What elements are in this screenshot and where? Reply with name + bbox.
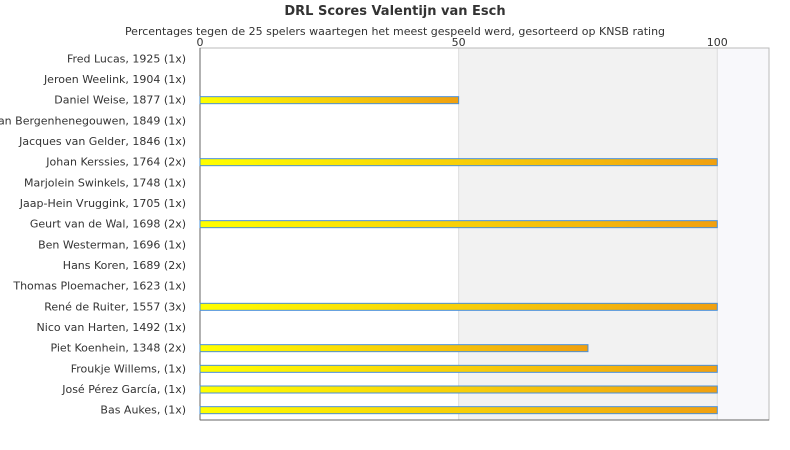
- category-label: Daniel Weise, 1877 (1x): [54, 94, 186, 107]
- category-label: Froukje Willems, (1x): [71, 362, 186, 375]
- x-tick-label: 0: [197, 36, 204, 49]
- chart-title: DRL Scores Valentijn van Esch: [284, 4, 506, 19]
- chart-subtitle: Percentages tegen de 25 spelers waartege…: [124, 25, 666, 38]
- bar: [199, 364, 718, 373]
- category-label: Johan Kerssies, 1764 (2x): [45, 156, 186, 169]
- category-label: Louis van Bergenhenegouwen, 1849 (1x): [0, 114, 186, 127]
- category-label: José Pérez García, (1x): [61, 383, 186, 396]
- category-label: Fred Lucas, 1925 (1x): [67, 52, 186, 65]
- grid-band: [458, 48, 718, 420]
- bar: [199, 385, 718, 394]
- category-label: Bas Aukes, (1x): [100, 404, 186, 417]
- grid-band: [200, 48, 459, 420]
- category-label: Piet Koenhein, 1348 (2x): [50, 342, 186, 355]
- bar: [199, 220, 718, 229]
- bar: [199, 158, 718, 167]
- category-label: Hans Koren, 1689 (2x): [63, 259, 186, 272]
- category-label: René de Ruiter, 1557 (3x): [44, 300, 186, 313]
- category-label: Jacques van Gelder, 1846 (1x): [18, 135, 186, 148]
- bar: [199, 96, 460, 105]
- grid-band: [717, 48, 769, 420]
- category-label: Thomas Ploemacher, 1623 (1x): [12, 280, 186, 293]
- category-label: Nico van Harten, 1492 (1x): [37, 321, 186, 334]
- category-label: Ben Westerman, 1696 (1x): [38, 238, 186, 251]
- x-tick-label: 50: [452, 36, 466, 49]
- bar: [199, 302, 718, 311]
- category-label: Marjolein Swinkels, 1748 (1x): [24, 176, 186, 189]
- category-label: Jeroen Weelink, 1904 (1x): [43, 73, 186, 86]
- category-label: Geurt van de Wal, 1698 (2x): [30, 218, 186, 231]
- bar: [199, 344, 589, 353]
- category-label: Jaap-Hein Vruggink, 1705 (1x): [19, 197, 186, 210]
- x-tick-label: 100: [707, 36, 728, 49]
- bar: [199, 406, 718, 415]
